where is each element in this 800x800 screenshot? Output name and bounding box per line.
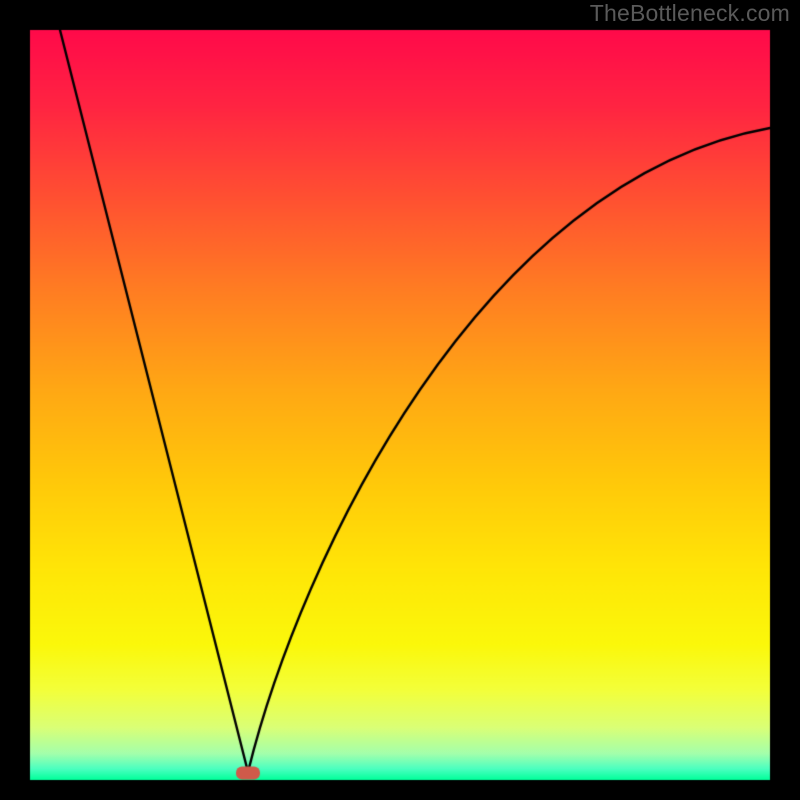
bottleneck-chart [0,0,800,800]
watermark-text: TheBottleneck.com [590,0,790,27]
